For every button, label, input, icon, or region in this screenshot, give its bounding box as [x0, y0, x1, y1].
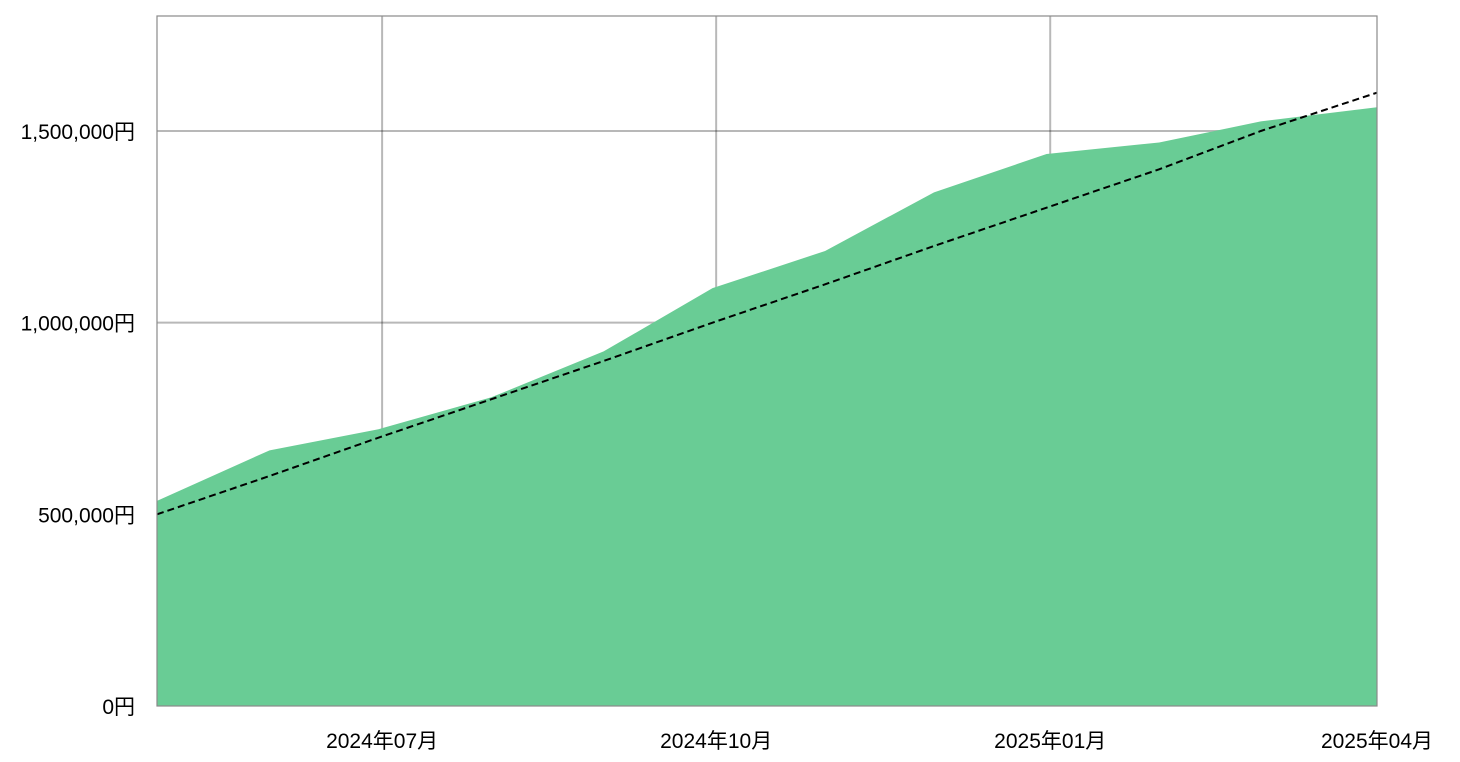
- y-tick-label: 1,500,000円: [21, 121, 135, 144]
- x-tick-label: 2024年07月: [326, 730, 438, 753]
- area-fill: [157, 107, 1377, 706]
- y-tick-label: 500,000円: [38, 504, 135, 527]
- trend-line: [156, 91, 1378, 516]
- x-tick-label: 2024年10月: [660, 730, 772, 753]
- area-series: [157, 107, 1377, 706]
- y-tick-label: 1,000,000円: [21, 313, 135, 336]
- x-tick-label: 2025年04月: [1321, 730, 1433, 753]
- x-axis-ticks: 2024年07月 2024年10月 2025年01月 2025年04月: [326, 730, 1433, 753]
- y-axis-ticks: 0円 500,000円 1,000,000円 1,500,000円: [21, 121, 135, 719]
- plot-frame: [156, 15, 1378, 707]
- x-tick-label: 2025年01月: [994, 730, 1106, 753]
- y-tick-label: 0円: [102, 696, 135, 719]
- dashed-trend-series: [156, 91, 1378, 516]
